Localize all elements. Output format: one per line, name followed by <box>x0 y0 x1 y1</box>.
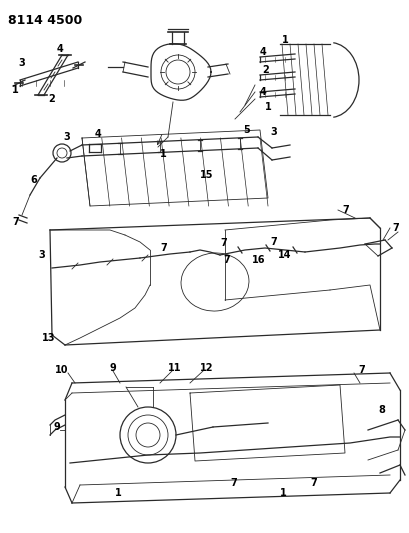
Text: 3: 3 <box>63 132 70 142</box>
Text: 14: 14 <box>277 250 291 260</box>
Text: 1: 1 <box>12 85 19 95</box>
Text: 7: 7 <box>229 478 236 488</box>
Text: 7: 7 <box>160 243 166 253</box>
Text: 7: 7 <box>309 478 316 488</box>
Text: 9: 9 <box>53 422 60 432</box>
Text: 12: 12 <box>200 363 213 373</box>
Text: 7: 7 <box>357 365 364 375</box>
Text: 5: 5 <box>243 125 249 135</box>
Text: 7: 7 <box>270 237 276 247</box>
Text: 7: 7 <box>220 238 226 248</box>
Text: 16: 16 <box>252 255 265 265</box>
Text: 10: 10 <box>54 365 68 375</box>
Text: 13: 13 <box>42 333 55 343</box>
Text: 3: 3 <box>38 250 45 260</box>
Text: 1: 1 <box>281 35 288 45</box>
Text: 15: 15 <box>200 170 213 180</box>
Text: 1: 1 <box>264 102 271 112</box>
Text: 2: 2 <box>48 94 55 104</box>
Text: 8: 8 <box>377 405 384 415</box>
Text: 4: 4 <box>259 47 266 57</box>
Text: 4: 4 <box>57 44 63 54</box>
Text: 4: 4 <box>95 129 101 139</box>
Text: 7: 7 <box>12 217 19 227</box>
Text: 6: 6 <box>30 175 37 185</box>
Text: 1: 1 <box>115 488 121 498</box>
Text: 1: 1 <box>279 488 286 498</box>
Text: 4: 4 <box>259 87 266 97</box>
Text: 7: 7 <box>223 255 229 265</box>
Text: 1: 1 <box>160 149 166 159</box>
Text: 7: 7 <box>391 223 398 233</box>
Text: 7: 7 <box>341 205 348 215</box>
Text: 9: 9 <box>110 363 117 373</box>
Text: 11: 11 <box>168 363 181 373</box>
Text: 8114 4500: 8114 4500 <box>8 14 82 27</box>
Text: 3: 3 <box>18 58 25 68</box>
Text: 3: 3 <box>270 127 276 137</box>
Text: 2: 2 <box>261 65 268 75</box>
